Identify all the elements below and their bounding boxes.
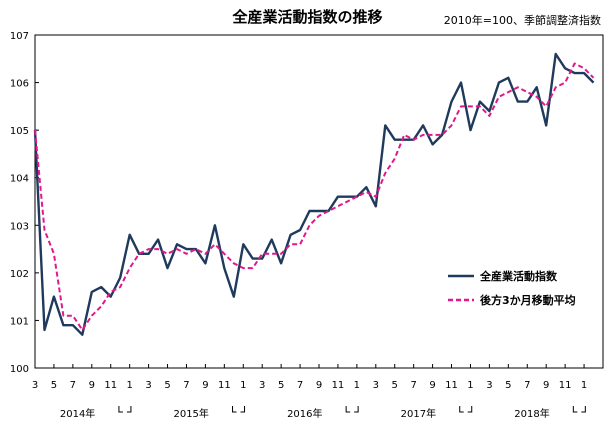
x-tick-label: 1: [126, 380, 132, 391]
x-tick-label: 5: [505, 380, 511, 391]
x-tick-label: 3: [145, 380, 151, 391]
x-tick-label: 11: [104, 380, 117, 391]
x-tick-label: 1: [467, 380, 473, 391]
x-tick-label: 1: [354, 380, 360, 391]
x-tick-label: 9: [429, 380, 435, 391]
y-tick-label: 103: [10, 221, 29, 232]
y-tick-label: 100: [10, 364, 29, 375]
x-tick-label: 11: [332, 380, 345, 391]
x-tick-label: 9: [316, 380, 322, 391]
plot-frame: [34, 34, 604, 369]
year-separator: [240, 406, 246, 413]
y-tick-label: 101: [10, 316, 29, 327]
x-tick-label: 5: [51, 380, 57, 391]
legend-label: 全産業活動指数: [479, 269, 558, 283]
x-tick-label: 3: [259, 380, 265, 391]
chart-title: 全産業活動指数の推移: [232, 8, 383, 26]
year-separator: [354, 406, 359, 413]
x-tick-label: 5: [278, 380, 284, 391]
y-tick-label: 102: [10, 269, 29, 280]
x-tick-label: 5: [164, 380, 170, 391]
x-tick-label: 3: [373, 380, 379, 391]
year-separator: [581, 406, 586, 413]
activity-index-line: [33, 52, 595, 336]
y-tick-label: 105: [10, 126, 29, 137]
x-tick-label: 7: [524, 380, 530, 391]
moving-average-line: [34, 62, 595, 331]
x-tick-label: 9: [89, 380, 95, 391]
year-separator: [459, 406, 464, 413]
x-tick-label: 9: [202, 380, 208, 391]
x-tick-label: 7: [410, 380, 416, 391]
year-label: 2017年: [401, 407, 436, 420]
x-tick-label: 1: [581, 380, 587, 391]
x-tick-label: 1: [240, 380, 246, 391]
y-tick-label: 106: [10, 79, 29, 90]
x-tick-label: 3: [32, 380, 38, 391]
x-tick-label: 11: [445, 380, 458, 391]
y-tick-label: 104: [10, 174, 29, 185]
x-tick-label: 11: [559, 380, 572, 391]
legend-label: 後方3か月移動平均: [480, 293, 576, 307]
year-separator: [467, 406, 473, 413]
chart-subtitle: 2010年=100、季節調整済指数: [443, 14, 601, 27]
x-tick-label: 7: [70, 380, 76, 391]
x-tick-label: 11: [218, 380, 231, 391]
year-separator: [345, 406, 351, 413]
year-separator: [232, 406, 237, 413]
year-label: 2015年: [173, 407, 208, 420]
x-tick-label: 5: [392, 380, 398, 391]
year-separator: [572, 406, 578, 413]
year-label: 2018年: [514, 407, 549, 420]
x-tick-label: 7: [183, 380, 189, 391]
year-label: 2016年: [287, 407, 322, 420]
x-tick-label: 7: [297, 380, 303, 391]
year-separator: [118, 406, 123, 413]
x-tick-label: 3: [486, 380, 492, 391]
x-tick-label: 9: [543, 380, 549, 391]
y-tick-label: 107: [10, 31, 29, 42]
year-separator: [126, 406, 132, 413]
year-label: 2014年: [60, 407, 95, 420]
